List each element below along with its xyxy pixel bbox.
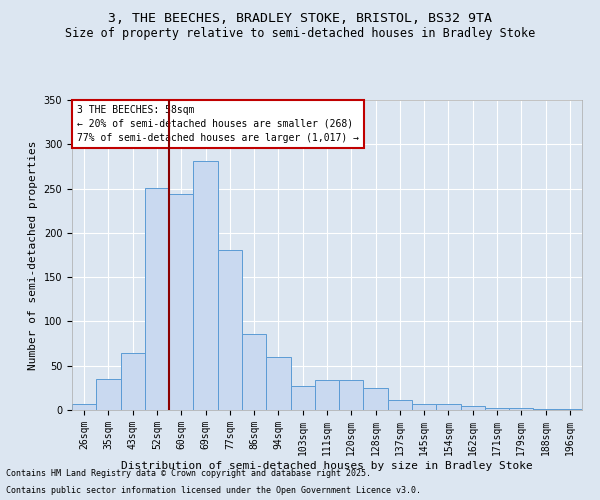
Bar <box>558 409 582 410</box>
Bar <box>72 404 96 410</box>
Text: Contains public sector information licensed under the Open Government Licence v3: Contains public sector information licen… <box>6 486 421 495</box>
Bar <box>388 400 412 410</box>
Text: 3 THE BEECHES: 58sqm
← 20% of semi-detached houses are smaller (268)
77% of semi: 3 THE BEECHES: 58sqm ← 20% of semi-detac… <box>77 104 359 142</box>
Bar <box>364 388 388 410</box>
Bar <box>290 386 315 410</box>
Bar <box>218 250 242 410</box>
Bar <box>169 194 193 410</box>
Bar <box>193 161 218 410</box>
Bar <box>242 334 266 410</box>
Bar <box>461 406 485 410</box>
Text: Size of property relative to semi-detached houses in Bradley Stoke: Size of property relative to semi-detach… <box>65 28 535 40</box>
Bar <box>266 357 290 410</box>
Bar <box>339 380 364 410</box>
Y-axis label: Number of semi-detached properties: Number of semi-detached properties <box>28 140 38 370</box>
Bar <box>412 404 436 410</box>
Bar <box>121 354 145 410</box>
Text: Contains HM Land Registry data © Crown copyright and database right 2025.: Contains HM Land Registry data © Crown c… <box>6 468 371 477</box>
X-axis label: Distribution of semi-detached houses by size in Bradley Stoke: Distribution of semi-detached houses by … <box>121 460 533 470</box>
Bar <box>509 408 533 410</box>
Bar <box>436 404 461 410</box>
Bar <box>315 380 339 410</box>
Bar <box>533 409 558 410</box>
Bar <box>485 408 509 410</box>
Bar <box>96 379 121 410</box>
Bar <box>145 188 169 410</box>
Text: 3, THE BEECHES, BRADLEY STOKE, BRISTOL, BS32 9TA: 3, THE BEECHES, BRADLEY STOKE, BRISTOL, … <box>108 12 492 26</box>
